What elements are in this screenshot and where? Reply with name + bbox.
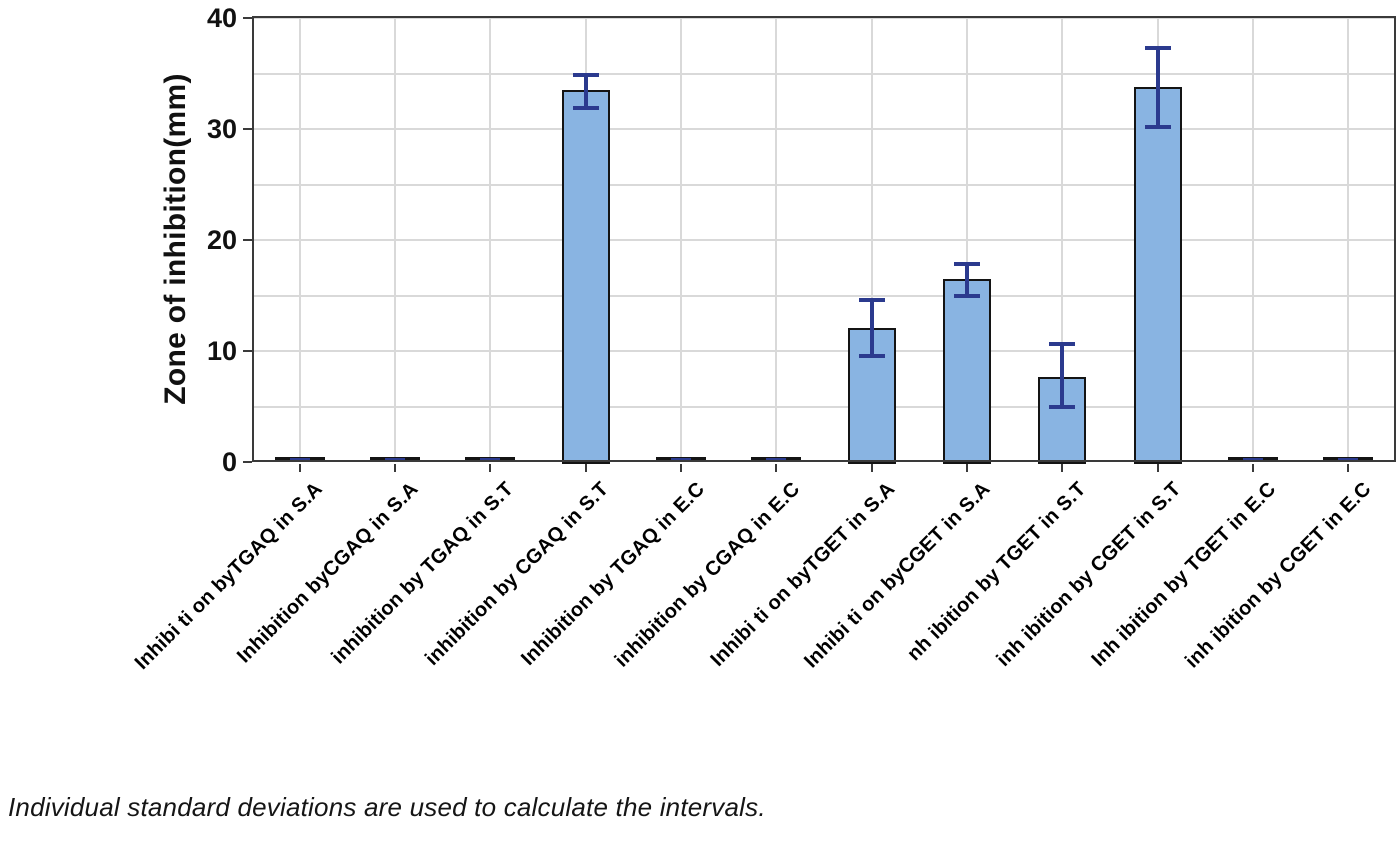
error-bar-cap-bottom	[572, 106, 599, 111]
x-axis-tick	[1252, 464, 1254, 472]
y-tick-label: 30	[206, 114, 237, 144]
x-axis-label: inh ibition by CGET in S.T	[992, 478, 1186, 671]
x-axis-tick	[680, 464, 682, 472]
x-axis-tick	[775, 464, 778, 472]
x-axis-label: inhibition by TGAQ in S.T	[327, 478, 518, 669]
x-axis-tick	[1347, 464, 1350, 472]
vertical-gridline	[870, 18, 873, 460]
horizontal-gridline	[254, 183, 1394, 186]
x-axis-label: inh ibition by CGET in E.C	[1181, 478, 1376, 673]
y-tick-label: 40	[206, 3, 237, 33]
x-axis-label: inhibition by CGAQ in S.T	[421, 478, 614, 670]
error-bar-line	[965, 263, 969, 297]
error-bar-line	[869, 298, 874, 357]
zero-error-mark	[1338, 458, 1359, 462]
vertical-gridline	[1061, 18, 1064, 460]
vertical-gridline	[1347, 18, 1350, 460]
x-axis-label: inhibition by CGAQ in E.C	[610, 478, 804, 672]
error-bar-cap-bottom	[1049, 404, 1076, 409]
vertical-gridline	[966, 18, 968, 460]
horizontal-gridline	[254, 239, 1394, 241]
horizontal-gridline	[254, 294, 1394, 297]
x-axis-label: Inhibition byCGAQ in S.A	[233, 478, 423, 668]
error-bar-cap-top	[1049, 342, 1076, 347]
bar	[1133, 86, 1182, 464]
vertical-gridline	[680, 18, 682, 460]
error-bar-cap-top	[572, 72, 599, 77]
zero-error-mark	[766, 458, 787, 462]
y-axis-tick	[243, 128, 252, 130]
vertical-gridline	[298, 18, 301, 460]
zero-error-mark	[1243, 458, 1263, 462]
y-axis-tick	[243, 461, 252, 463]
vertical-gridline	[489, 18, 492, 460]
error-bar-line	[1155, 46, 1160, 128]
vertical-gridline	[1252, 18, 1254, 460]
y-tick-label: 0	[221, 447, 237, 477]
y-axis-tick	[243, 17, 252, 19]
zero-error-mark	[671, 458, 691, 462]
error-bar-line	[1060, 343, 1065, 408]
zero-error-mark	[385, 458, 405, 462]
zero-error-mark	[480, 458, 501, 462]
y-axis-tick	[243, 350, 252, 352]
error-bar-cap-top	[858, 297, 885, 302]
x-axis-tick	[1156, 464, 1159, 472]
error-bar-cap-bottom	[1144, 124, 1171, 129]
error-bar-cap-top	[1144, 45, 1171, 50]
horizontal-gridline	[254, 17, 1394, 19]
x-axis-tick	[394, 464, 396, 472]
x-axis-label: Inhibi ti on byCGET in S.A	[800, 478, 995, 673]
x-axis-tick	[489, 464, 492, 472]
vertical-gridline	[775, 18, 778, 460]
vertical-gridline	[394, 18, 396, 460]
x-axis-label: Inhibition by TGAQ in E.C	[516, 478, 709, 670]
x-axis-tick	[584, 464, 587, 472]
y-axis-tick	[243, 239, 252, 241]
y-tick-label: 10	[206, 336, 237, 366]
error-bar-line	[583, 73, 588, 110]
zero-error-mark	[289, 458, 310, 462]
x-axis-tick	[298, 464, 301, 472]
footnote: Individual standard deviations are used …	[8, 792, 766, 822]
x-axis-label: Inhibi ti on byTGET in S.A	[706, 478, 900, 671]
horizontal-gridline	[254, 128, 1394, 130]
x-axis-label: Inh ibition by TGET in E.C	[1087, 478, 1281, 671]
error-bar-cap-bottom	[954, 293, 980, 298]
y-tick-label: 20	[206, 225, 237, 255]
x-axis-tick	[966, 464, 968, 472]
x-axis-tick	[1061, 464, 1064, 472]
error-bar-cap-top	[954, 262, 980, 267]
horizontal-gridline	[254, 350, 1394, 352]
horizontal-gridline	[254, 72, 1394, 75]
x-axis-label: nh ibition by TGET in S.T	[902, 478, 1090, 666]
bar	[943, 278, 991, 464]
error-bar-cap-bottom	[858, 353, 885, 358]
x-axis-tick	[870, 464, 873, 472]
horizontal-gridline	[254, 405, 1394, 408]
bar	[561, 90, 610, 464]
x-axis-label: Inhibi ti on byTGAQ in S.A	[131, 478, 328, 675]
